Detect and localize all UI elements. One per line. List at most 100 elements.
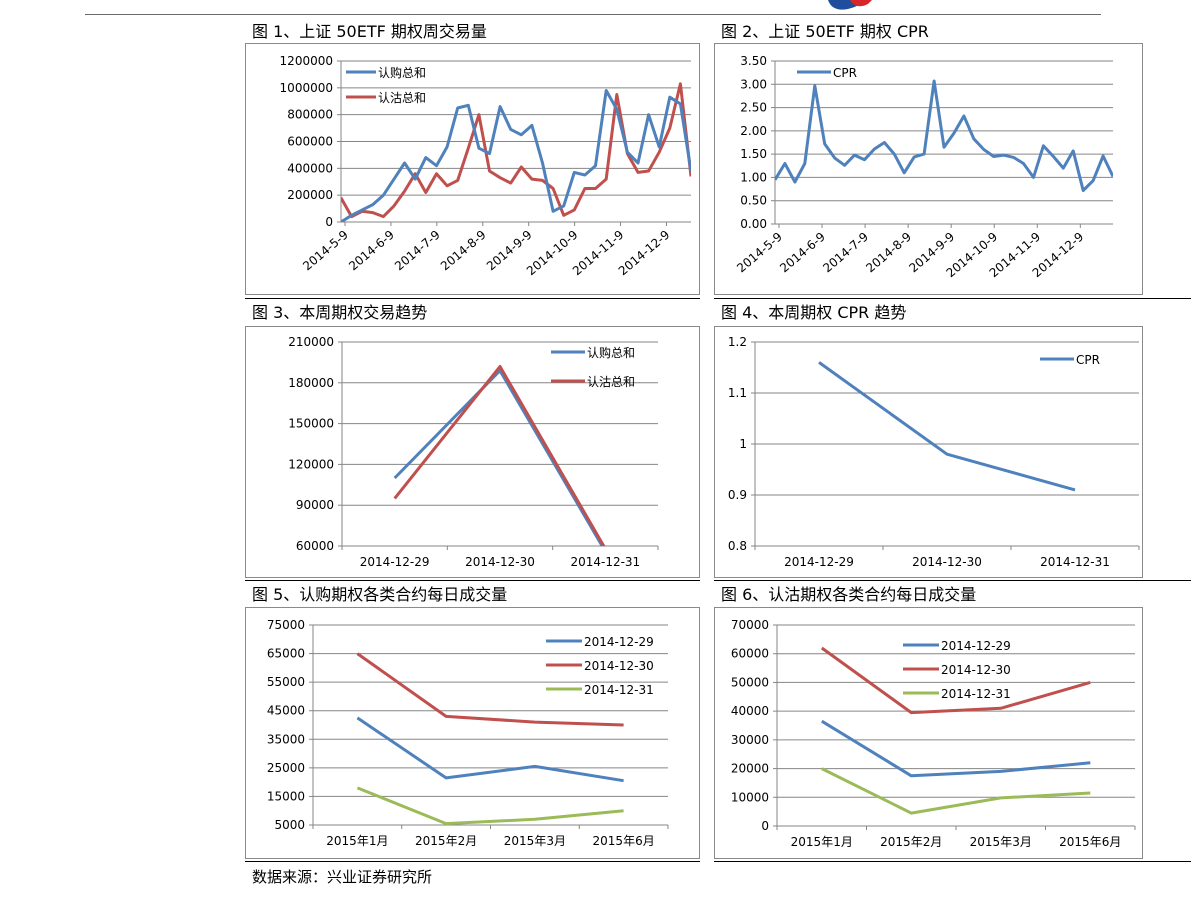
row-separator (714, 861, 1191, 862)
series-line-2014-12-31 (821, 767, 1091, 815)
y-tick-label: 50000 (731, 675, 769, 689)
c4-svg: 1.2 1.1 1 0.9 0.8 2014-12-29 2014-12-30 2014-12… (728, 335, 1140, 569)
y-tick-label: 1.2 (728, 335, 747, 349)
c3-svg: 210000 180000 150000 120000 90000 60000 2014-1… (288, 335, 659, 569)
x-tick-label: 2015年6月 (1059, 835, 1121, 849)
y-tick-label: 150000 (288, 417, 334, 431)
y-tick-label: 3.00 (740, 77, 767, 91)
c6-svg: 70000 60000 50000 40000 30000 20000 10000 0 2015… (731, 618, 1136, 849)
y-tick-label: 400000 (287, 161, 333, 175)
y-tick-label: 75000 (267, 618, 305, 632)
x-tick-label: 2014-12-31 (1040, 555, 1110, 569)
x-tick-label: 2014-12-9 (616, 228, 673, 279)
legend-label: CPR (1076, 353, 1100, 367)
series-line-CPR (775, 79, 1113, 192)
y-tick-label: 2.00 (740, 124, 767, 138)
x-tick-label: 2015年2月 (415, 834, 477, 848)
x-tick-label: 2014-12-29 (784, 555, 854, 569)
legend-label: 2014-12-31 (584, 683, 654, 697)
x-tick-label: 2014-12-30 (465, 555, 535, 569)
y-tick-label: 30000 (731, 733, 769, 747)
y-tick-label: 200000 (287, 188, 333, 202)
y-tick-label: 2.50 (740, 101, 767, 115)
x-tick-label: 2014-8-9 (438, 228, 489, 274)
y-tick-label: 800000 (287, 108, 333, 122)
row-separator (714, 298, 1191, 299)
header-rule (85, 14, 1101, 15)
y-tick-label: 1.00 (740, 170, 767, 184)
series-line-2014-12-31 (356, 786, 624, 825)
legend-label: 认购总和 (587, 345, 635, 360)
x-tick-label: 2014-12-30 (912, 555, 982, 569)
series-line-2014-12-30 (356, 652, 624, 727)
x-tick-label: 2015年3月 (504, 834, 566, 848)
chart-4-panel: 1.2 1.1 1 0.9 0.8 2014-12-29 2014-12-30 2014-12… (714, 326, 1143, 578)
legend-label: CPR (833, 66, 857, 80)
series-line-认沽总和 (341, 82, 691, 219)
chart-6-title: 图 6、认沽期权各类合约每日成交量 (721, 585, 977, 604)
legend-label: 2014-12-29 (584, 635, 654, 649)
x-tick-label: 2015年3月 (970, 835, 1032, 849)
y-tick-label: 25000 (267, 761, 305, 775)
x-tick-label: 2014-5-9 (734, 230, 785, 276)
x-tick-label: 2014-12-29 (360, 555, 430, 569)
y-tick-label: 55000 (267, 675, 305, 689)
chart-1-title: 图 1、上证 50ETF 期权周交易量 (252, 22, 487, 41)
x-tick-label: 2014-8-9 (863, 230, 914, 276)
row-separator (245, 861, 700, 862)
y-tick-label: 1 (739, 437, 747, 451)
brand-logo-icon (828, 0, 872, 10)
y-tick-label: 180000 (288, 376, 334, 390)
y-tick-label: 60000 (296, 539, 334, 553)
chart-3-panel: 210000 180000 150000 120000 90000 60000 2014-1… (245, 326, 700, 578)
chart-4-title: 图 4、本周期权 CPR 趋势 (721, 303, 907, 322)
y-tick-label: 40000 (731, 704, 769, 718)
x-tick-label: 2014-12-31 (570, 555, 640, 569)
chart-5-panel: 75000 65000 55000 45000 35000 25000 15000 5000 2… (245, 607, 700, 859)
chart-2-title: 图 2、上证 50ETF 期权 CPR (721, 22, 929, 41)
y-tick-label: 120000 (288, 457, 334, 471)
series-line-认沽总和 (393, 365, 606, 546)
x-tick-label: 2014-5-9 (300, 228, 351, 274)
legend-label: 认购总和 (378, 65, 426, 80)
legend-label: 认沽总和 (587, 375, 635, 389)
series-line-2014-12-29 (821, 719, 1091, 778)
chart-6-panel: 70000 60000 50000 40000 30000 20000 10000 0 2015… (714, 607, 1143, 859)
y-tick-label: 0.9 (728, 488, 747, 502)
x-tick-label: 2014-7-9 (392, 228, 443, 274)
y-tick-label: 45000 (267, 704, 305, 718)
series-line-2014-12-30 (820, 646, 1091, 715)
row-separator (245, 298, 700, 299)
y-tick-label: 0.8 (728, 539, 747, 553)
chart-5-title: 图 5、认购期权各类合约每日成交量 (252, 585, 508, 604)
y-tick-label: 65000 (267, 647, 305, 661)
x-tick-label: 2014-7-9 (820, 230, 871, 276)
c2-svg: 3.50 3.00 2.50 2.00 1.50 1.00 0.50 0.002014-5-9… (734, 54, 1113, 280)
y-tick-label: 210000 (288, 335, 334, 349)
row-separator (245, 580, 700, 581)
series-line-认购总和 (393, 369, 604, 546)
c5-svg: 75000 65000 55000 45000 35000 25000 15000 5000 2… (267, 618, 669, 848)
y-tick-label: 20000 (731, 762, 769, 776)
series-line-认购总和 (341, 89, 691, 222)
y-tick-label: 1.1 (728, 386, 747, 400)
y-tick-label: 600000 (287, 135, 333, 149)
chart-2-panel: 3.50 3.00 2.50 2.00 1.50 1.00 0.50 0.00 2014-5-9… (714, 43, 1143, 295)
c1-svg: 1200000100000080000060000040000020000002… (280, 54, 691, 279)
legend-label: 2014-12-30 (584, 659, 654, 673)
series-line-2014-12-29 (356, 716, 624, 783)
x-tick-label: 2015年6月 (593, 834, 655, 848)
y-tick-label: 60000 (731, 647, 769, 661)
legend-label: 2014-12-29 (941, 639, 1011, 653)
chart-3-title: 图 3、本周期权交易趋势 (252, 303, 428, 322)
legend-label: 2014-12-30 (941, 663, 1011, 677)
y-tick-label: 0.00 (740, 217, 767, 231)
y-tick-label: 1.50 (740, 147, 767, 161)
x-tick-label: 2014-6-9 (777, 230, 828, 276)
y-tick-label: 1200000 (280, 54, 333, 68)
y-tick-label: 35000 (267, 732, 305, 746)
y-tick-label: 15000 (267, 789, 305, 803)
row-separator (714, 580, 1191, 581)
chart-1-panel: 1200000 1000000 800000 600000 400000 200000 0 2… (245, 43, 700, 295)
y-tick-label: 5000 (274, 818, 305, 832)
